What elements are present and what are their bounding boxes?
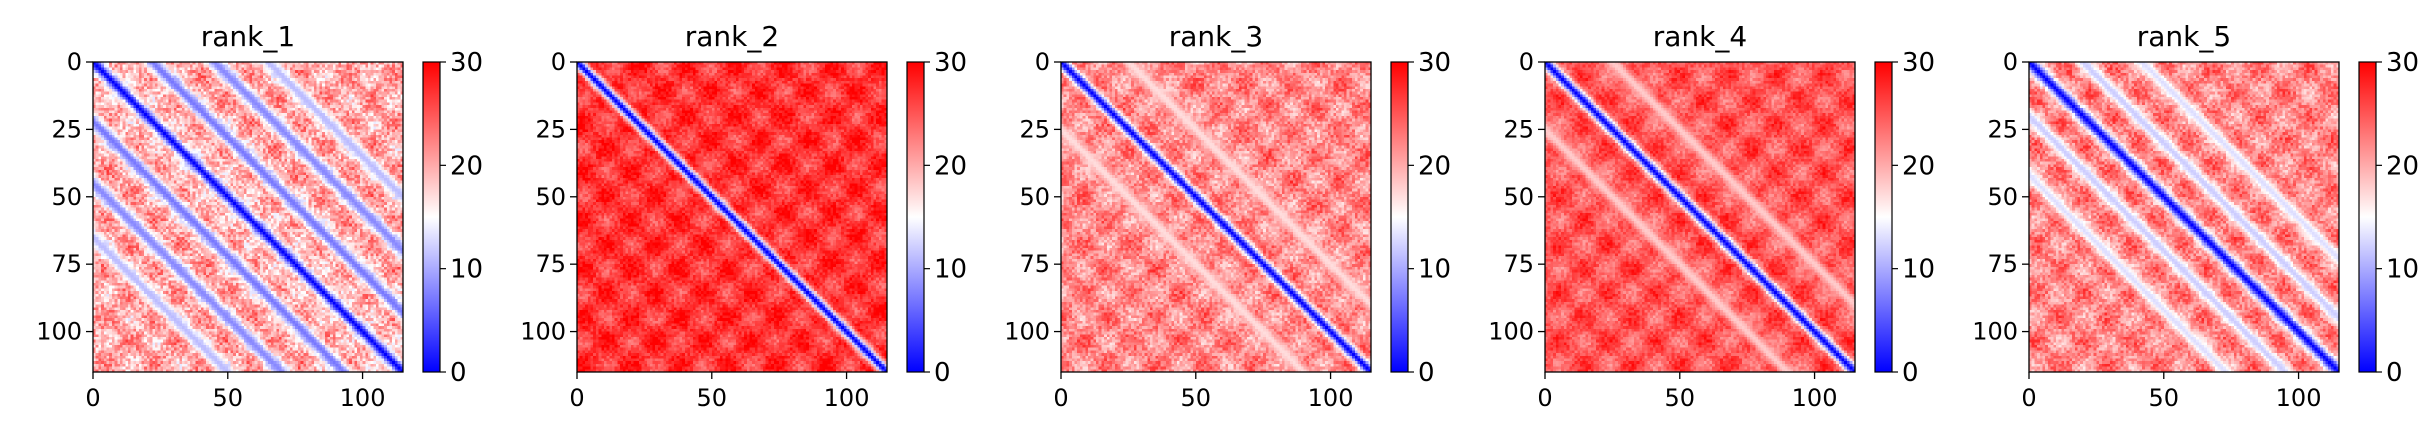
colorbar-tick-label: 30 xyxy=(2386,48,2419,78)
plot-frame xyxy=(1544,61,1856,373)
colorbar-tick-label: 0 xyxy=(1418,358,1435,388)
chart-title: rank_2 xyxy=(685,20,779,53)
colorbar-tick-label: 10 xyxy=(934,255,967,285)
colorbar xyxy=(422,61,441,373)
plot-frame xyxy=(576,61,888,373)
y-tick-label: 75 xyxy=(1503,250,1534,278)
y-tick-label: 25 xyxy=(1019,115,1050,143)
colorbar-tick-label: 0 xyxy=(450,358,467,388)
colorbar-tick-label: 30 xyxy=(1902,48,1935,78)
y-tick-label: 75 xyxy=(535,250,566,278)
colorbar-tick-label: 10 xyxy=(1902,255,1935,285)
y-tick-label: 0 xyxy=(1035,48,1050,76)
colorbar-tick-label: 30 xyxy=(450,48,483,78)
chart-title: rank_5 xyxy=(2137,20,2231,53)
x-tick-label: 100 xyxy=(1308,384,1354,412)
x-tick-label: 50 xyxy=(1665,384,1696,412)
y-tick-label: 25 xyxy=(51,115,82,143)
x-tick-label: 50 xyxy=(697,384,728,412)
colorbar-tick-label: 20 xyxy=(2386,151,2419,181)
heatmap-image xyxy=(1545,62,1855,372)
y-tick-label: 50 xyxy=(51,183,82,211)
chart-title: rank_4 xyxy=(1653,20,1747,53)
x-tick-label: 0 xyxy=(569,384,584,412)
x-tick-label: 0 xyxy=(2021,384,2036,412)
y-tick-label: 25 xyxy=(1987,115,2018,143)
chart-panel-4: rank_4 0 50 100 0 25 50 75 100 0 10 20 30 xyxy=(1488,20,1935,412)
x-tick-label: 100 xyxy=(2276,384,2322,412)
y-tick-label: 25 xyxy=(535,115,566,143)
chart-panel-3: rank_3 0 50 100 0 25 50 75 100 0 10 20 30 xyxy=(1004,20,1451,412)
x-tick-label: 100 xyxy=(340,384,386,412)
plot-frame xyxy=(92,61,404,373)
colorbar xyxy=(1874,61,1893,373)
x-tick-label: 0 xyxy=(1537,384,1552,412)
colorbar-tick-label: 0 xyxy=(1902,358,1919,388)
colorbar-tick-label: 0 xyxy=(2386,358,2403,388)
colorbar xyxy=(2358,61,2377,373)
colorbar-tick-label: 20 xyxy=(450,151,483,181)
colorbar xyxy=(906,61,925,373)
colorbar-tick-label: 20 xyxy=(1902,151,1935,181)
colorbar-tick-label: 0 xyxy=(934,358,951,388)
chart-title: rank_3 xyxy=(1169,20,1263,53)
y-tick-label: 0 xyxy=(2003,48,2018,76)
heatmap-image xyxy=(2029,62,2339,372)
plot-frame xyxy=(1060,61,1372,373)
chart-panel-2: rank_2 0 50 100 0 25 50 75 100 0 10 20 30 xyxy=(520,20,967,412)
y-tick-label: 100 xyxy=(1004,318,1050,346)
chart-panel-5: rank_5 0 50 100 0 25 50 75 100 0 10 20 30 xyxy=(1972,20,2419,412)
y-tick-label: 50 xyxy=(1987,183,2018,211)
plot-frame xyxy=(2028,61,2340,373)
y-tick-label: 75 xyxy=(1987,250,2018,278)
colorbar xyxy=(1390,61,1409,373)
chart-panel-1: rank_1 0 50 100 0 25 50 75 100 0 10 20 30 xyxy=(36,20,483,412)
y-tick-label: 100 xyxy=(36,318,82,346)
y-tick-label: 50 xyxy=(1019,183,1050,211)
y-tick-label: 50 xyxy=(1503,183,1534,211)
y-tick-label: 75 xyxy=(1019,250,1050,278)
x-tick-label: 0 xyxy=(1053,384,1068,412)
y-tick-label: 75 xyxy=(51,250,82,278)
y-tick-label: 100 xyxy=(1488,318,1534,346)
x-tick-label: 50 xyxy=(213,384,244,412)
x-tick-label: 100 xyxy=(1792,384,1838,412)
y-tick-label: 25 xyxy=(1503,115,1534,143)
colorbar-tick-label: 30 xyxy=(934,48,967,78)
y-tick-label: 0 xyxy=(551,48,566,76)
heatmap-image xyxy=(1061,62,1371,372)
y-tick-label: 50 xyxy=(535,183,566,211)
y-tick-label: 100 xyxy=(520,318,566,346)
colorbar-tick-label: 10 xyxy=(1418,255,1451,285)
x-tick-label: 50 xyxy=(1181,384,1212,412)
y-tick-label: 0 xyxy=(67,48,82,76)
x-tick-label: 100 xyxy=(824,384,870,412)
heatmap-image xyxy=(577,62,887,372)
colorbar-tick-label: 20 xyxy=(934,151,967,181)
colorbar-tick-label: 10 xyxy=(450,255,483,285)
x-tick-label: 0 xyxy=(85,384,100,412)
x-tick-label: 50 xyxy=(2149,384,2180,412)
colorbar-tick-label: 10 xyxy=(2386,255,2419,285)
colorbar-tick-label: 20 xyxy=(1418,151,1451,181)
heatmap-image xyxy=(93,62,403,372)
y-tick-label: 100 xyxy=(1972,318,2018,346)
colorbar-tick-label: 30 xyxy=(1418,48,1451,78)
chart-title: rank_1 xyxy=(201,20,295,53)
y-tick-label: 0 xyxy=(1519,48,1534,76)
